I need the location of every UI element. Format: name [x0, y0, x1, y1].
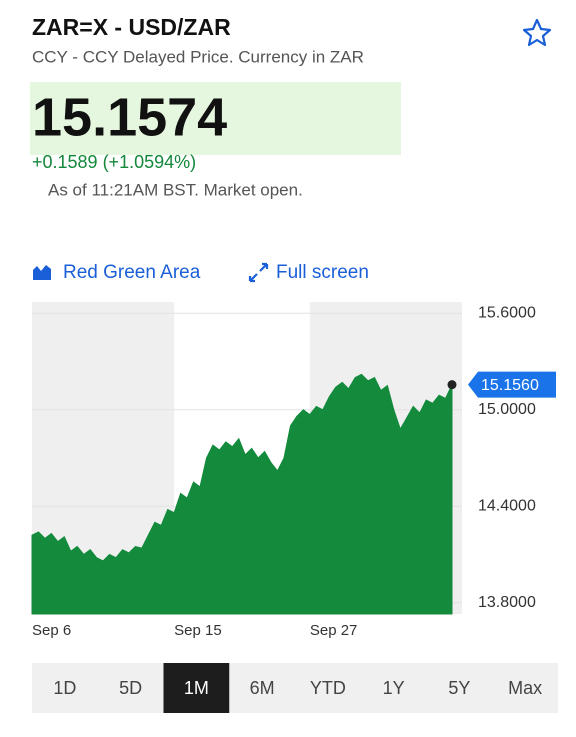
price: 15.1574	[32, 87, 227, 147]
fullscreen-button[interactable]: Full screen	[276, 262, 369, 283]
fullscreen-icon	[248, 262, 269, 283]
watchlist-star[interactable]	[522, 18, 552, 47]
chart-type-button[interactable]: Red Green Area	[63, 262, 201, 283]
range-tab[interactable]: 1Y	[383, 678, 405, 698]
selected-tab	[163, 663, 230, 713]
symbol-title: ZAR=X - USD/ZAR	[32, 14, 231, 40]
last-price-dot	[447, 380, 457, 390]
chart: 15.6000 15.0000 14.4000 13.8000 Sep 6 Sep 15 S…	[31, 302, 556, 639]
x-tick-label: Sep 27	[310, 622, 358, 639]
y-tick-label: 13.8000	[478, 594, 536, 611]
range-tab[interactable]: 5Y	[448, 678, 470, 698]
range-tab[interactable]: 1M	[184, 678, 209, 698]
range-tab[interactable]: Max	[508, 678, 542, 698]
price-change: +0.1589 (+1.0594%)	[32, 152, 196, 172]
last-price-badge	[468, 371, 556, 398]
range-tab[interactable]: 1D	[53, 678, 76, 698]
range-tab[interactable]: 6M	[250, 678, 275, 698]
subtitle: CCY - CCY Delayed Price. Currency in ZAR	[32, 47, 364, 66]
x-tick-label: Sep 15	[174, 622, 222, 639]
y-tick-label: 15.6000	[478, 304, 536, 321]
x-tick-label: Sep 6	[32, 622, 71, 639]
range-tab[interactable]: 5D	[119, 678, 142, 698]
area-icon	[33, 265, 51, 280]
market-status: As of 11:21AM BST. Market open.	[48, 180, 303, 199]
price-highlight	[30, 82, 401, 155]
y-tick-label: 14.4000	[478, 497, 536, 514]
range-tab[interactable]: YTD	[310, 678, 346, 698]
y-tick-label: 15.0000	[478, 401, 536, 418]
tab-bar	[32, 663, 558, 713]
range-tabs: 1D 5D 1M 6M YTD 1Y 5Y Max	[32, 663, 558, 713]
last-price-label: 15.1560	[481, 377, 539, 394]
price-area	[31, 373, 453, 615]
